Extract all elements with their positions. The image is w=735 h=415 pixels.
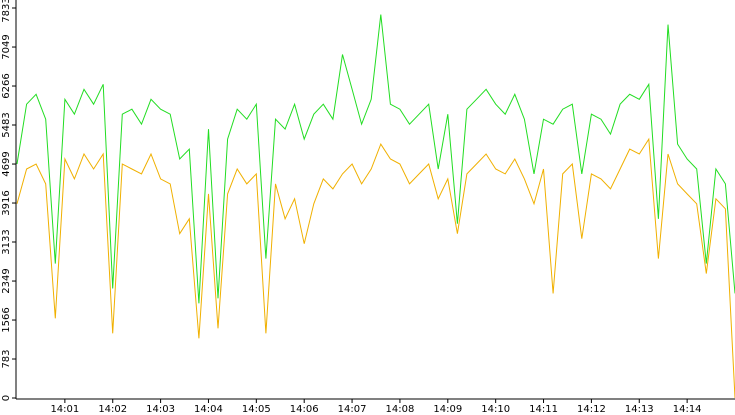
y-tick-label: 7049 — [1, 34, 12, 59]
y-tick-label: 2349 — [1, 268, 12, 293]
x-tick-label: 14:11 — [529, 404, 558, 415]
x-tick-label: 14:10 — [481, 404, 510, 415]
y-tick-label: 5483 — [1, 112, 12, 137]
y-tick-label: 7833 — [1, 0, 12, 23]
x-tick-label: 14:09 — [433, 404, 462, 415]
x-tick-label: 14:01 — [50, 404, 79, 415]
x-tick-label: 14:14 — [673, 404, 702, 415]
y-tick-label: 783 — [1, 349, 12, 368]
series-line — [16, 14, 735, 304]
y-tick-label: 3133 — [1, 229, 12, 254]
y-tick-label: 4699 — [1, 151, 12, 176]
x-tick-label: 14:13 — [625, 404, 654, 415]
x-tick-label: 14:06 — [290, 404, 319, 415]
x-tick-label: 14:07 — [338, 404, 367, 415]
x-tick-label: 14:02 — [98, 404, 127, 415]
y-tick-label: 3916 — [1, 190, 12, 215]
y-tick-label: 0 — [1, 395, 12, 401]
x-tick-label: 14:08 — [386, 404, 415, 415]
series-line — [16, 137, 735, 399]
x-tick-label: 14:05 — [242, 404, 271, 415]
x-tick-label: 14:04 — [194, 404, 223, 415]
y-tick-label: 1566 — [1, 307, 12, 332]
x-tick-label: 14:12 — [577, 404, 606, 415]
x-tick-label: 14:03 — [146, 404, 175, 415]
y-tick-label: 6266 — [1, 73, 12, 98]
